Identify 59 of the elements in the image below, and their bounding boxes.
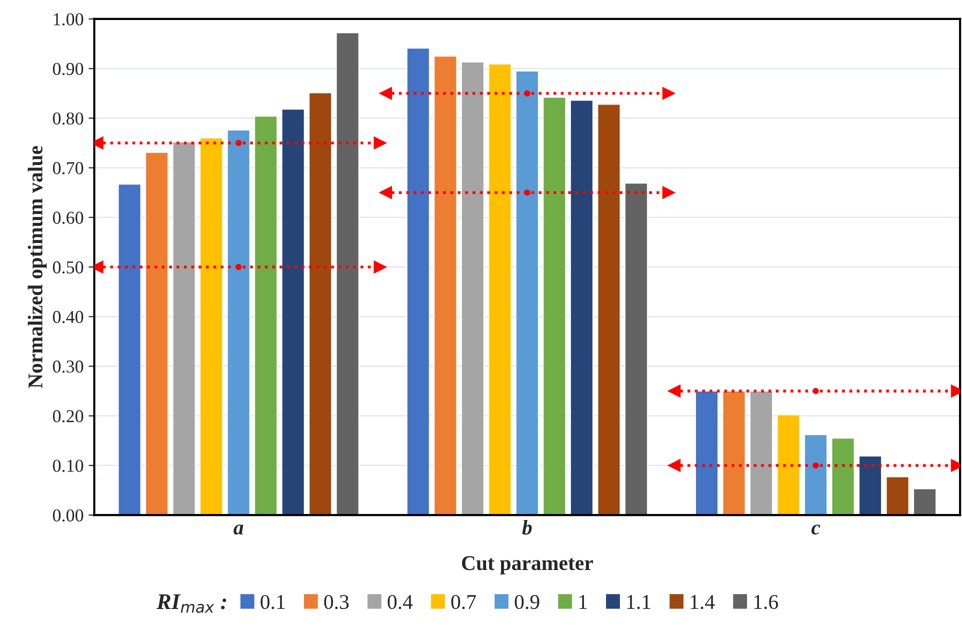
bar	[597, 104, 621, 516]
y-tick-label: 0.30	[52, 360, 84, 373]
point	[235, 140, 242, 146]
bar	[118, 184, 142, 516]
bar	[570, 100, 594, 516]
y-tick-label: 0.40	[52, 310, 84, 324]
legend-label: 0.3	[324, 594, 349, 610]
legend-label: 1.1	[627, 595, 650, 610]
legend-label: 0.1	[260, 594, 285, 610]
legend-label: 0.9	[514, 594, 540, 610]
legend-title: RI$_{max}$ :	[156, 594, 226, 613]
y-axis-title: Normalized optimum value	[28, 146, 47, 388]
bar	[750, 390, 773, 516]
y-tick-label: 0.20	[52, 410, 84, 422]
bar	[461, 62, 484, 516]
bar	[722, 390, 746, 516]
bar	[858, 456, 882, 516]
bar	[913, 488, 936, 516]
legend-label: 1	[579, 595, 587, 609]
bar	[886, 476, 910, 516]
y-tick-label: 0.00	[52, 509, 84, 522]
bar	[200, 138, 223, 516]
bar	[542, 96, 566, 516]
bar	[406, 48, 430, 516]
point	[812, 388, 819, 394]
y-tick-label: 0.60	[52, 212, 84, 224]
point	[235, 264, 242, 270]
y-tick-label: 0.90	[52, 62, 84, 76]
bar	[624, 182, 648, 516]
x-tick-label: b	[522, 520, 532, 535]
bar	[336, 32, 360, 516]
point	[812, 462, 819, 469]
bar	[281, 108, 305, 516]
point	[524, 90, 530, 97]
legend-label: 0.4	[388, 594, 413, 610]
bar	[488, 64, 512, 516]
bar	[145, 152, 168, 516]
x-tick-label: c	[811, 524, 820, 535]
y-tick-label: 0.10	[52, 460, 84, 472]
bar	[776, 414, 800, 516]
bar	[804, 434, 828, 516]
legend-label: 0.7	[451, 594, 476, 610]
bar	[308, 92, 332, 516]
bar	[434, 56, 457, 516]
legend-label: 1.4	[690, 595, 715, 610]
bar	[226, 130, 250, 516]
bar	[831, 438, 855, 516]
x-axis-title: Cut parameter	[462, 556, 593, 574]
y-tick-label: 1.00	[54, 13, 84, 26]
y-tick-label: 0.50	[52, 261, 84, 274]
bar	[172, 142, 196, 516]
y-tick-label: 0.70	[52, 162, 84, 174]
bar	[516, 70, 539, 516]
bar	[254, 116, 278, 516]
x-tick-label: a	[234, 524, 244, 535]
legend-label: 1.6	[754, 595, 778, 610]
point	[524, 189, 530, 196]
bar	[695, 390, 718, 516]
y-tick-label: 0.80	[52, 112, 84, 125]
